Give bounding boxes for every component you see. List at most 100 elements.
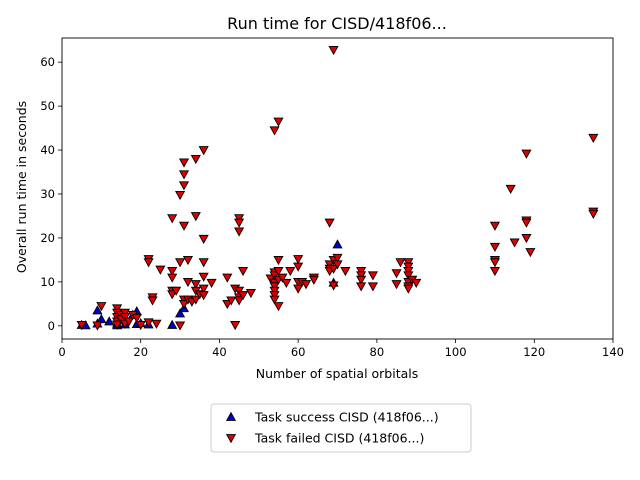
y-axis-label: Overall run time in seconds: [14, 101, 29, 273]
failed-point: [285, 267, 296, 277]
failed-point: [489, 258, 500, 268]
failed-point: [395, 258, 406, 268]
failed-point: [143, 258, 154, 268]
failed-point: [293, 284, 304, 294]
failed-point: [92, 321, 103, 331]
failed-point: [190, 295, 201, 305]
failed-point: [356, 271, 367, 281]
failed-point: [367, 282, 378, 292]
failed-point: [182, 256, 194, 266]
failed-point: [151, 319, 162, 329]
failed-point: [175, 190, 186, 201]
x-tick-label: 40: [212, 345, 227, 359]
failed-point: [112, 304, 123, 314]
failed-point: [273, 302, 284, 312]
failed-point: [521, 149, 532, 159]
success-point: [92, 305, 103, 315]
legend: Task success CISD (418f06...) Task failed…: [210, 403, 472, 453]
failed-point: [178, 158, 190, 168]
failed-point: [340, 267, 351, 277]
failed-point: [178, 299, 190, 310]
failed-point: [269, 282, 280, 292]
failed-point: [273, 267, 284, 277]
y-tick-label: 10: [40, 275, 55, 289]
axes-frame: [61, 37, 614, 340]
x-tick-label: 140: [602, 345, 624, 359]
failed-point: [119, 313, 131, 323]
x-tick-label: 60: [291, 345, 306, 359]
y-tick-label: 50: [40, 99, 55, 113]
failed-point: [521, 218, 532, 228]
failed-point: [190, 280, 201, 290]
failed-point: [505, 184, 516, 194]
x-tick-label: 20: [133, 345, 148, 359]
failed-point: [96, 302, 107, 312]
failed-point: [234, 218, 245, 228]
y-tick-label: 20: [40, 231, 55, 245]
x-tick-label: 100: [445, 345, 467, 359]
failed-point: [269, 291, 280, 301]
failed-point: [123, 317, 134, 327]
failed-point: [198, 146, 209, 156]
failed-point: [489, 221, 500, 231]
failed-point: [269, 286, 280, 296]
failed-point: [403, 258, 414, 268]
failed-point: [198, 291, 209, 301]
failed-point: [178, 170, 190, 180]
failed-point: [155, 265, 166, 275]
failed-point: [171, 286, 182, 296]
failed-point: [328, 45, 339, 56]
failed-point: [222, 273, 233, 283]
x-axis-label: Number of spatial orbitals: [256, 366, 419, 381]
success-point: [332, 239, 343, 249]
failed-point: [190, 212, 201, 222]
chart-title: Run time for CISD/418f06...: [227, 14, 447, 33]
failed-point: [328, 281, 339, 291]
failed-point: [588, 133, 599, 143]
failed-point: [198, 272, 209, 282]
failed-point: [293, 262, 304, 272]
y-tick-label: 60: [40, 55, 55, 69]
series-failed: [76, 45, 599, 331]
x-tick-label: 120: [523, 345, 545, 359]
failed-point: [112, 320, 123, 330]
failed-point: [489, 267, 500, 277]
failed-point: [76, 321, 87, 331]
failed-point: [332, 260, 343, 270]
failed-point: [403, 284, 414, 294]
failed-point: [198, 234, 209, 245]
x-tick-label: 80: [370, 345, 385, 359]
failed-point: [175, 321, 186, 331]
failed-point: [234, 286, 245, 296]
failed-point: [525, 248, 536, 258]
failed-point: [175, 258, 186, 268]
failed-point: [277, 273, 288, 283]
failed-point: [135, 321, 146, 331]
failed-point: [245, 288, 256, 299]
legend-items: Task success CISD (418f06...) Task failed…: [225, 410, 439, 446]
failed-point: [119, 308, 131, 318]
y-tick-label: 30: [40, 187, 55, 201]
failed-point: [190, 154, 201, 165]
legend-label: Task failed CISD (418f06...): [254, 431, 424, 446]
failed-point: [198, 284, 209, 294]
failed-point: [269, 295, 280, 305]
failed-point: [324, 218, 335, 228]
failed-point: [588, 209, 599, 219]
failed-point: [273, 117, 284, 127]
success-point: [167, 319, 178, 329]
failed-point: [281, 278, 292, 288]
failed-point: [300, 280, 312, 290]
failed-point: [206, 278, 217, 288]
failed-point: [178, 181, 190, 191]
failed-point: [509, 238, 520, 248]
failed-point: [391, 269, 402, 279]
failed-point: [269, 126, 280, 136]
failed-point: [308, 275, 319, 285]
failed-point: [230, 321, 241, 331]
failed-point: [403, 267, 414, 277]
failed-point: [234, 296, 245, 306]
failed-point: [167, 267, 178, 277]
